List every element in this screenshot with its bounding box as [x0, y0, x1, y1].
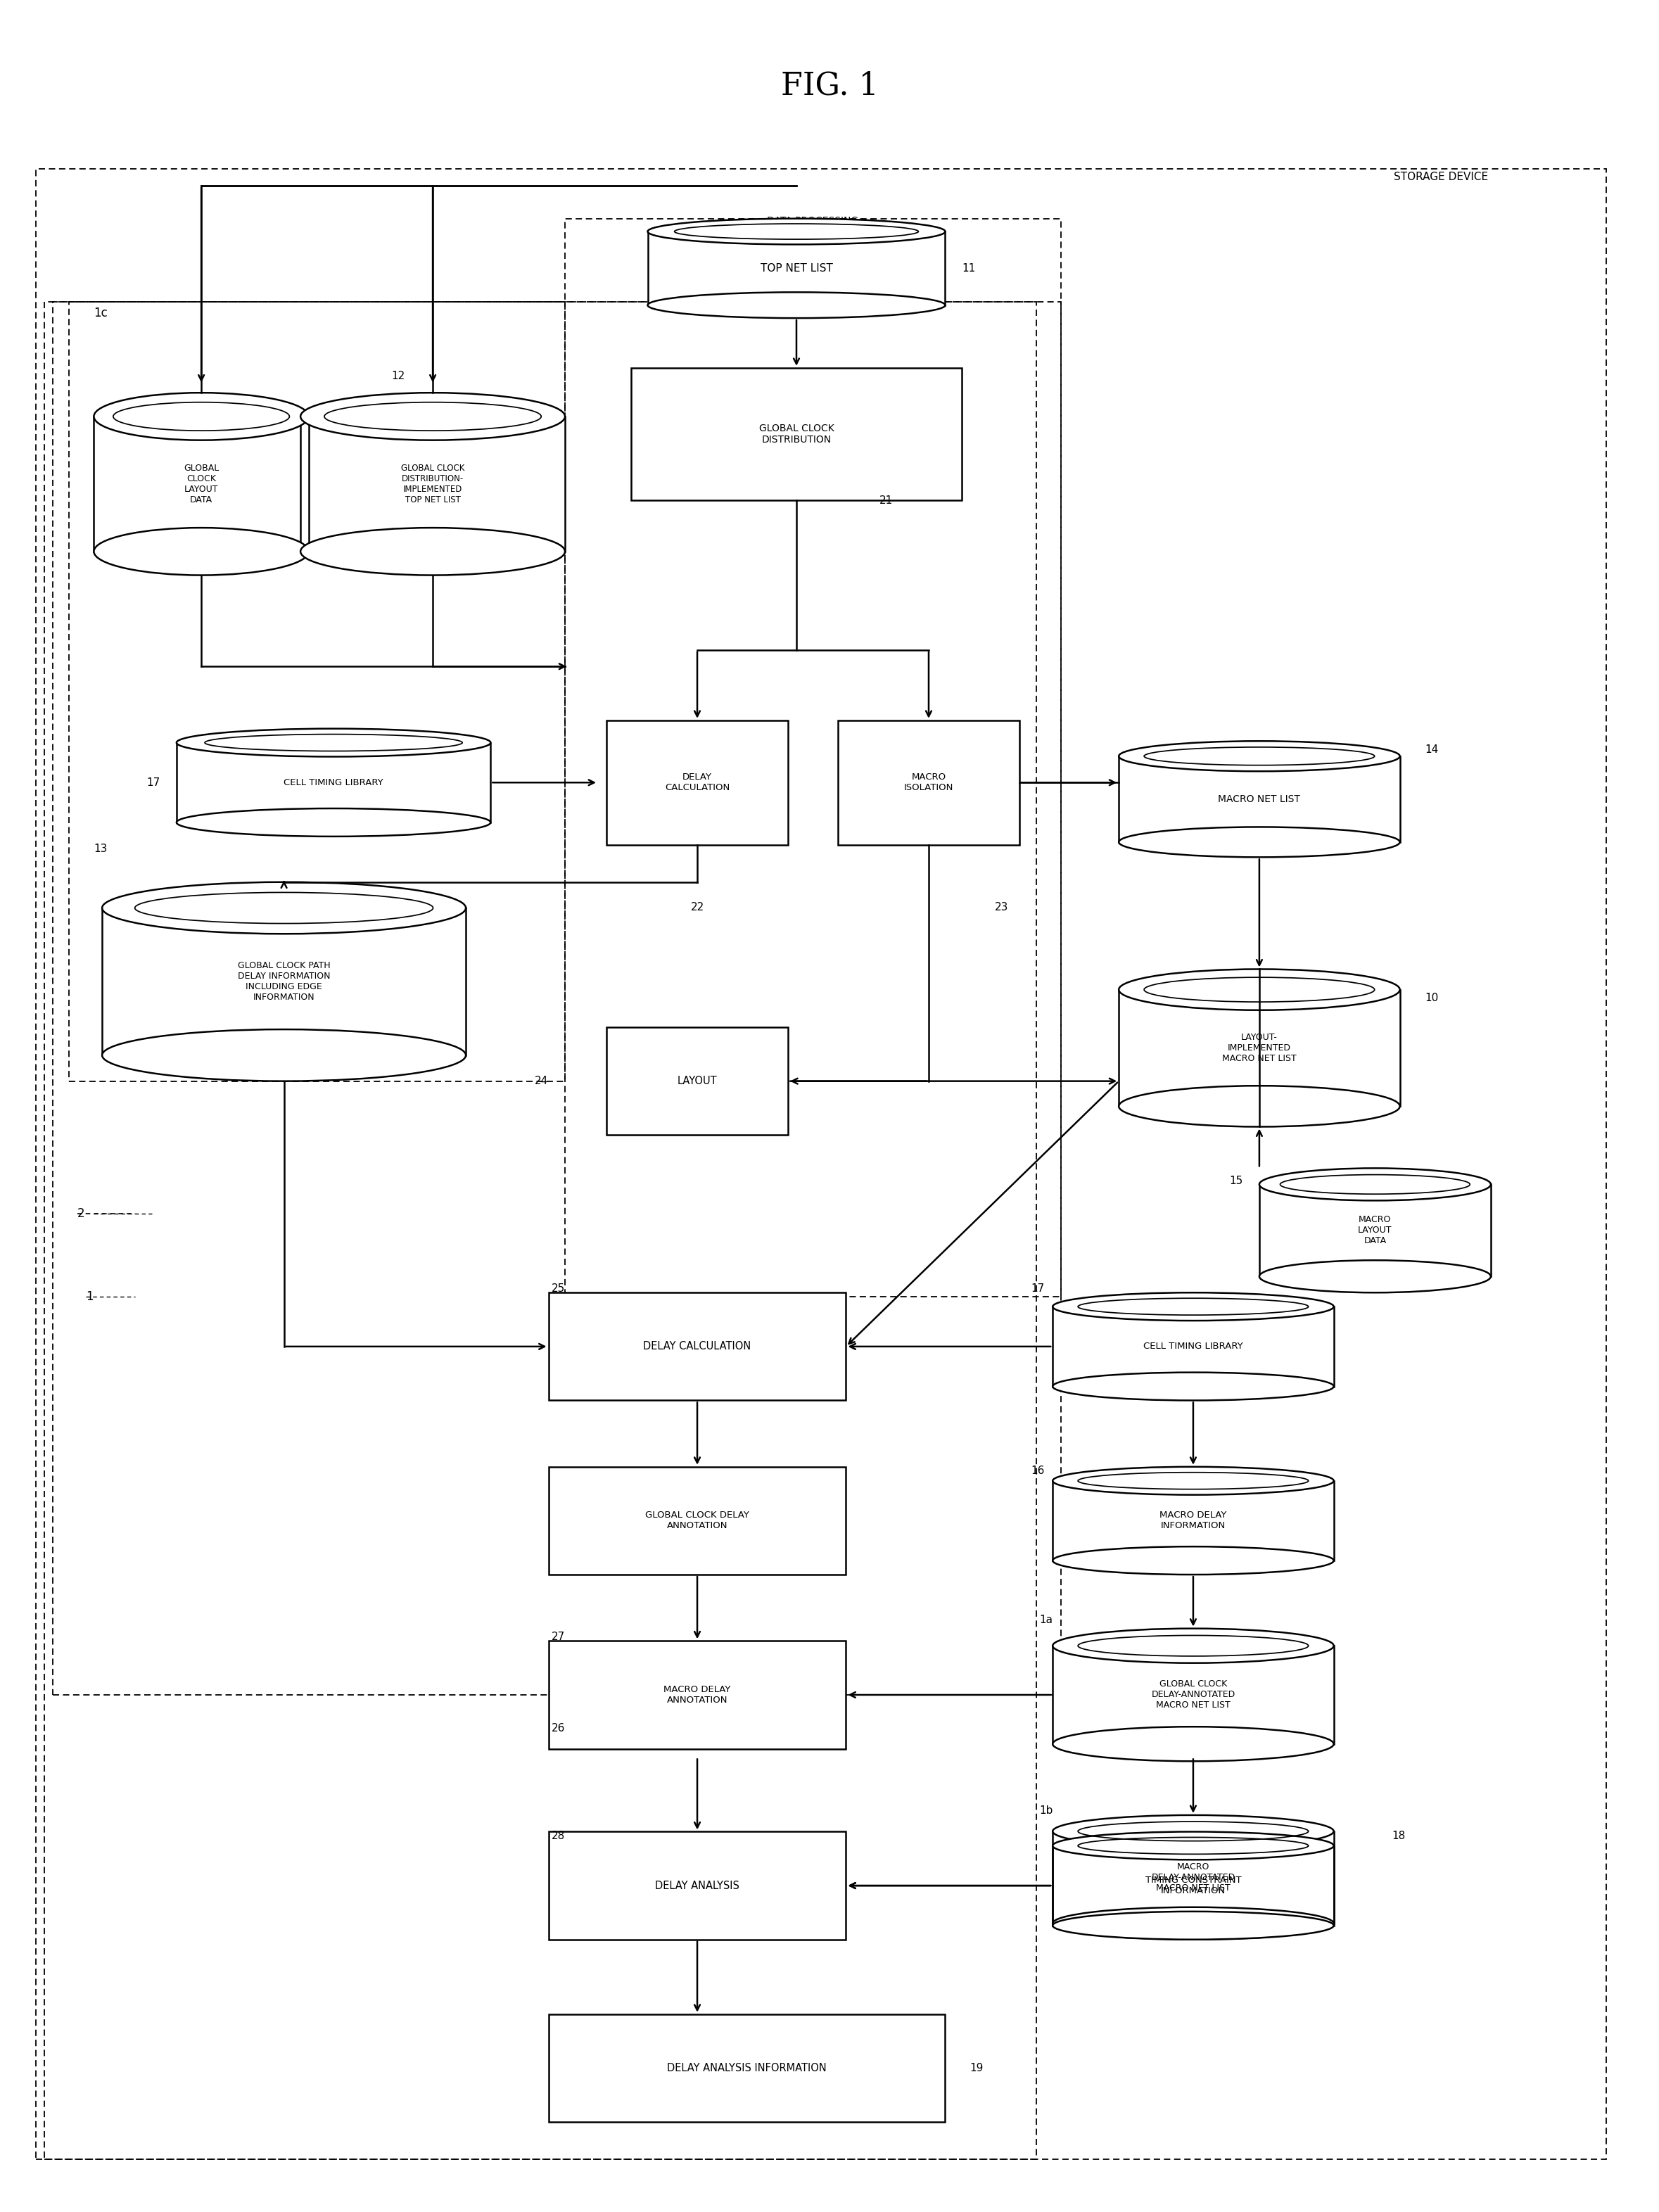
- Polygon shape: [1053, 1832, 1334, 1924]
- Text: 14: 14: [1425, 743, 1438, 754]
- Text: 11: 11: [962, 263, 975, 274]
- Text: FIG. 1: FIG. 1: [781, 71, 878, 102]
- Text: 18: 18: [1392, 1832, 1405, 1840]
- Ellipse shape: [1053, 1907, 1334, 1940]
- Text: 13: 13: [95, 843, 108, 854]
- Ellipse shape: [1053, 1467, 1334, 1495]
- Text: MACRO DELAY
INFORMATION: MACRO DELAY INFORMATION: [1160, 1511, 1226, 1531]
- Text: 1c: 1c: [95, 307, 108, 319]
- Polygon shape: [1118, 757, 1400, 843]
- Text: 25: 25: [551, 1283, 566, 1294]
- Text: DELAY
CALCULATION: DELAY CALCULATION: [665, 772, 730, 792]
- Text: GLOBAL CLOCK PATH
DELAY INFORMATION
INCLUDING EDGE
INFORMATION: GLOBAL CLOCK PATH DELAY INFORMATION INCL…: [237, 962, 330, 1002]
- Polygon shape: [176, 743, 491, 823]
- Text: 1a: 1a: [1039, 1615, 1053, 1626]
- FancyBboxPatch shape: [606, 1026, 788, 1135]
- Ellipse shape: [95, 529, 309, 575]
- Polygon shape: [103, 907, 466, 1055]
- Text: GLOBAL CLOCK
DELAY-ANNOTATED
MACRO NET LIST: GLOBAL CLOCK DELAY-ANNOTATED MACRO NET L…: [1151, 1679, 1236, 1710]
- Ellipse shape: [1053, 1728, 1334, 1761]
- Ellipse shape: [300, 394, 566, 440]
- Ellipse shape: [1053, 1816, 1334, 1847]
- FancyBboxPatch shape: [838, 721, 1020, 845]
- FancyBboxPatch shape: [549, 1467, 846, 1575]
- Text: 21: 21: [879, 495, 893, 507]
- Ellipse shape: [103, 883, 466, 933]
- Ellipse shape: [1053, 1371, 1334, 1400]
- Text: 12: 12: [392, 372, 405, 380]
- Polygon shape: [95, 416, 309, 551]
- Ellipse shape: [1118, 1086, 1400, 1126]
- Ellipse shape: [1118, 741, 1400, 772]
- Text: MACRO
DELAY-ANNOTATED
MACRO NET LIST: MACRO DELAY-ANNOTATED MACRO NET LIST: [1151, 1863, 1236, 1893]
- Polygon shape: [300, 416, 566, 551]
- Text: 2: 2: [78, 1208, 85, 1221]
- Ellipse shape: [103, 1029, 466, 1082]
- Text: DELAY CALCULATION: DELAY CALCULATION: [644, 1340, 752, 1352]
- Text: 26: 26: [551, 1723, 566, 1734]
- Polygon shape: [1259, 1183, 1491, 1276]
- FancyBboxPatch shape: [630, 367, 962, 500]
- Polygon shape: [647, 232, 946, 305]
- Ellipse shape: [1259, 1168, 1491, 1201]
- Text: 24: 24: [534, 1075, 549, 1086]
- Text: 1b: 1b: [1039, 1805, 1053, 1816]
- FancyBboxPatch shape: [549, 1641, 846, 1750]
- Text: 22: 22: [690, 902, 703, 911]
- Ellipse shape: [1118, 969, 1400, 1011]
- Ellipse shape: [1053, 1911, 1334, 1940]
- Text: TOP NET LIST: TOP NET LIST: [760, 263, 833, 274]
- Text: LAYOUT-
IMPLEMENTED
MACRO NET LIST: LAYOUT- IMPLEMENTED MACRO NET LIST: [1223, 1033, 1297, 1064]
- Text: DELAY ANALYSIS: DELAY ANALYSIS: [655, 1880, 740, 1891]
- Ellipse shape: [1053, 1628, 1334, 1663]
- Text: GLOBAL CLOCK
DISTRIBUTION-
IMPLEMENTED
TOP NET LIST: GLOBAL CLOCK DISTRIBUTION- IMPLEMENTED T…: [401, 465, 465, 504]
- Text: 16: 16: [1030, 1467, 1045, 1475]
- Text: TIMING CONSTRAINT
INFORMATION: TIMING CONSTRAINT INFORMATION: [1145, 1876, 1241, 1896]
- Text: GLOBAL
CLOCK
LAYOUT
DATA: GLOBAL CLOCK LAYOUT DATA: [184, 465, 219, 504]
- Ellipse shape: [1053, 1832, 1334, 1860]
- Text: GLOBAL CLOCK
DISTRIBUTION: GLOBAL CLOCK DISTRIBUTION: [758, 422, 834, 445]
- Ellipse shape: [95, 394, 309, 440]
- FancyBboxPatch shape: [549, 1832, 846, 1940]
- Ellipse shape: [176, 807, 491, 836]
- Polygon shape: [1053, 1845, 1334, 1924]
- Polygon shape: [1118, 989, 1400, 1106]
- Text: MACRO
ISOLATION: MACRO ISOLATION: [904, 772, 954, 792]
- Text: 17: 17: [1030, 1283, 1045, 1294]
- Text: STORAGE DEVICE: STORAGE DEVICE: [1394, 173, 1488, 181]
- Text: MACRO
LAYOUT
DATA: MACRO LAYOUT DATA: [1359, 1214, 1392, 1245]
- Ellipse shape: [1053, 1292, 1334, 1321]
- Polygon shape: [1053, 1646, 1334, 1743]
- Text: 23: 23: [995, 902, 1009, 911]
- Ellipse shape: [647, 292, 946, 319]
- Text: DELAY ANALYSIS INFORMATION: DELAY ANALYSIS INFORMATION: [667, 2064, 826, 2073]
- Ellipse shape: [176, 728, 491, 757]
- Text: 10: 10: [1425, 993, 1438, 1004]
- Text: 1: 1: [86, 1290, 93, 1303]
- Text: 27: 27: [551, 1632, 566, 1641]
- Text: CELL TIMING LIBRARY: CELL TIMING LIBRARY: [1143, 1343, 1243, 1352]
- Ellipse shape: [647, 219, 946, 246]
- Text: 19: 19: [971, 2064, 984, 2073]
- Text: 28: 28: [551, 1832, 566, 1840]
- Polygon shape: [1053, 1480, 1334, 1562]
- Text: CELL TIMING LIBRARY: CELL TIMING LIBRARY: [284, 779, 383, 787]
- Text: DATA PROCESSING
DEVICE: DATA PROCESSING DEVICE: [766, 217, 859, 237]
- FancyBboxPatch shape: [549, 2015, 946, 2121]
- Polygon shape: [1053, 1307, 1334, 1387]
- FancyBboxPatch shape: [549, 1292, 846, 1400]
- Text: 17: 17: [146, 776, 159, 787]
- FancyBboxPatch shape: [606, 721, 788, 845]
- Text: 15: 15: [1229, 1175, 1243, 1186]
- Ellipse shape: [1259, 1261, 1491, 1292]
- Ellipse shape: [1118, 827, 1400, 858]
- Ellipse shape: [300, 529, 566, 575]
- Text: LAYOUT: LAYOUT: [677, 1075, 717, 1086]
- Text: MACRO DELAY
ANNOTATION: MACRO DELAY ANNOTATION: [664, 1686, 732, 1705]
- Text: GLOBAL CLOCK DELAY
ANNOTATION: GLOBAL CLOCK DELAY ANNOTATION: [645, 1511, 750, 1531]
- Text: MACRO NET LIST: MACRO NET LIST: [1218, 794, 1301, 803]
- Ellipse shape: [1053, 1546, 1334, 1575]
